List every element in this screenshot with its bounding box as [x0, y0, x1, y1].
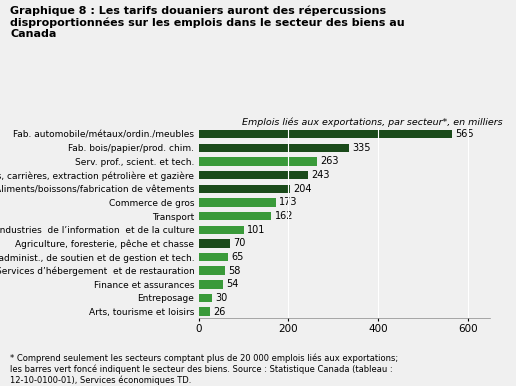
Text: 58: 58 [228, 266, 240, 276]
Text: 243: 243 [311, 170, 329, 180]
Bar [199, 198, 276, 207]
Bar [199, 130, 452, 139]
Bar [199, 239, 230, 247]
Text: * Comprend seulement les secteurs comptant plus de 20 000 emplois liés aux expor: * Comprend seulement les secteurs compta… [10, 354, 398, 385]
Text: 101: 101 [247, 225, 265, 235]
Text: 30: 30 [215, 293, 228, 303]
Text: 162: 162 [275, 211, 293, 221]
Bar [199, 266, 224, 275]
Text: 173: 173 [279, 198, 298, 207]
Bar [199, 144, 349, 152]
Text: 54: 54 [226, 279, 238, 290]
Text: disproportionnées sur les emplois dans le secteur des biens au: disproportionnées sur les emplois dans l… [10, 17, 405, 28]
Text: 565: 565 [455, 129, 474, 139]
Text: Emplois liés aux exportations, par secteur*, en milliers: Emplois liés aux exportations, par secte… [243, 118, 503, 127]
Text: 335: 335 [352, 143, 370, 153]
Text: Graphique 8 : Les tarifs douaniers auront des répercussions: Graphique 8 : Les tarifs douaniers auron… [10, 6, 386, 16]
Text: 263: 263 [320, 156, 338, 166]
Bar [199, 157, 317, 166]
Bar [199, 253, 228, 261]
Bar [199, 212, 271, 220]
Bar [199, 307, 211, 316]
Text: Canada: Canada [10, 29, 57, 39]
Text: 204: 204 [293, 184, 312, 194]
Bar [199, 171, 308, 179]
Bar [199, 225, 244, 234]
Bar [199, 185, 290, 193]
Bar [199, 280, 223, 289]
Bar [199, 294, 212, 302]
Text: 26: 26 [214, 306, 226, 317]
Text: 70: 70 [233, 239, 246, 248]
Text: 65: 65 [231, 252, 244, 262]
